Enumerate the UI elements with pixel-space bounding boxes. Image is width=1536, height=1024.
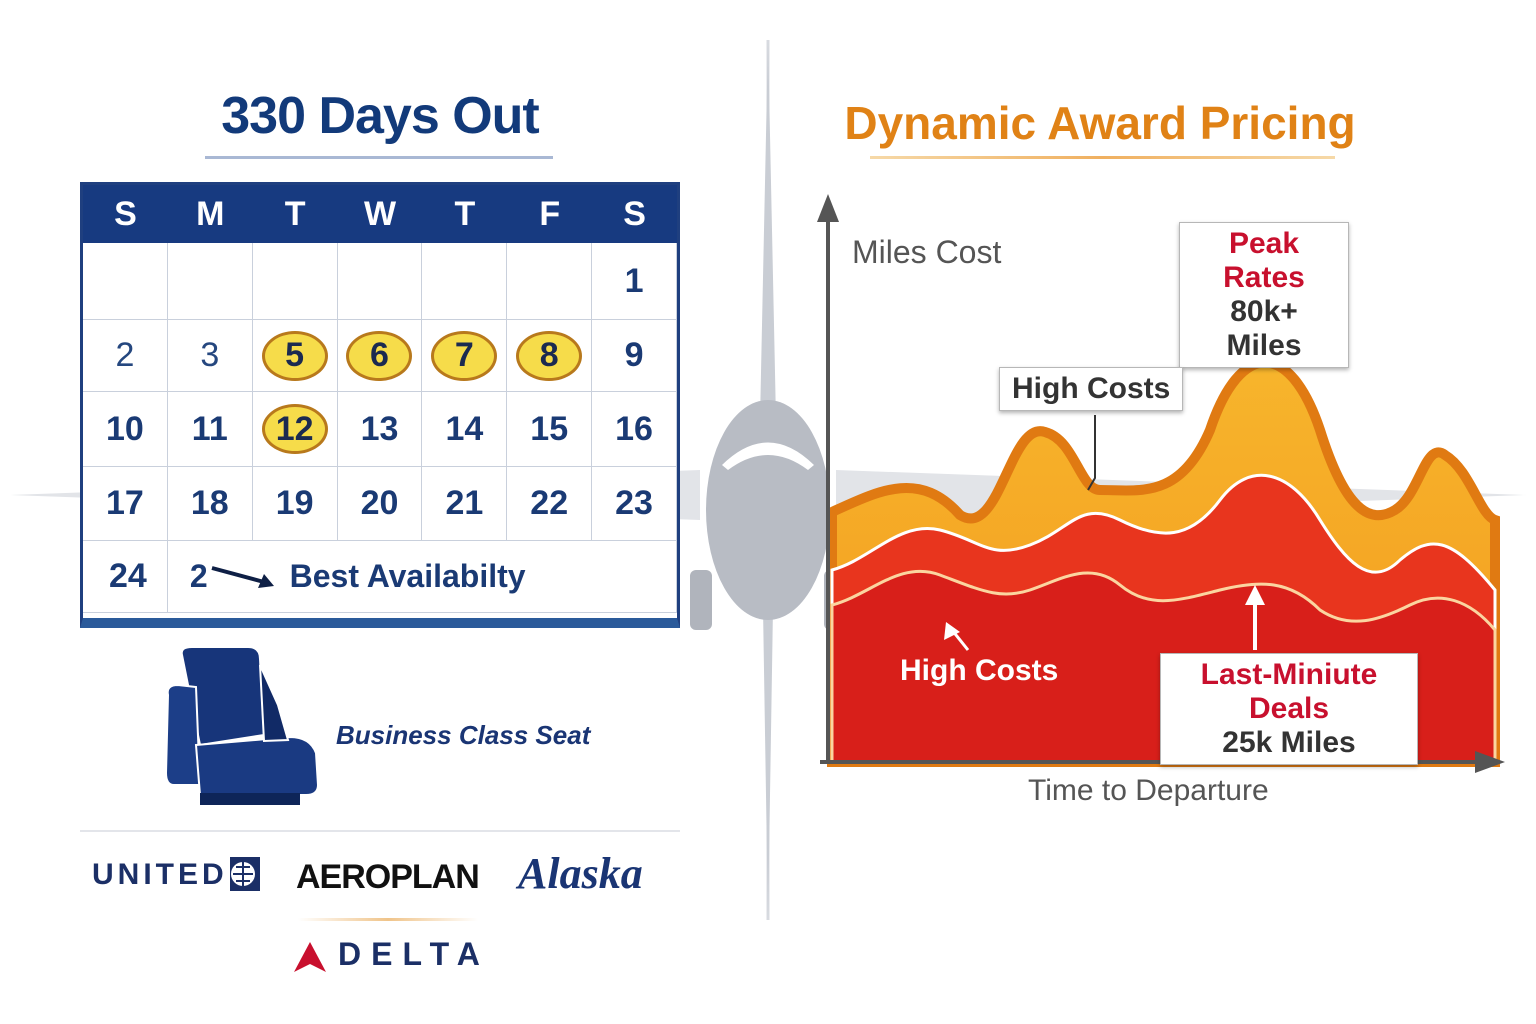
deals-title: Last-Miniute Deals bbox=[1200, 658, 1378, 725]
day-cell bbox=[337, 243, 423, 320]
last-minute-deals-callout: Last-Miniute Deals 25k Miles bbox=[1160, 653, 1418, 765]
peak-rates-value: 80k+ Miles bbox=[1226, 295, 1302, 362]
day-number: 10 bbox=[106, 409, 144, 448]
business-seat-icon bbox=[164, 646, 320, 805]
day-cell[interactable]: 15 bbox=[507, 392, 593, 467]
day-cell bbox=[422, 243, 508, 320]
highlighted-day: 6 bbox=[346, 330, 413, 381]
day-number: 2 bbox=[115, 336, 135, 374]
day-cell bbox=[167, 243, 253, 320]
day-cell[interactable]: 12 bbox=[252, 392, 338, 467]
day-number: 22 bbox=[530, 484, 569, 522]
day-number: 11 bbox=[191, 409, 228, 448]
day-cell[interactable]: 22 bbox=[507, 467, 593, 541]
day-cell[interactable]: 19 bbox=[252, 467, 338, 541]
day-cell[interactable]: 8 bbox=[507, 320, 593, 392]
day-cell bbox=[83, 243, 168, 320]
alaska-logo: Alaska bbox=[518, 849, 643, 898]
day-cell[interactable]: 1 bbox=[592, 243, 677, 320]
aeroplan-logo: AEROPLAN bbox=[296, 858, 480, 896]
weekday: S bbox=[623, 195, 646, 233]
day-number: 18 bbox=[190, 484, 229, 522]
weekday: T bbox=[454, 195, 476, 233]
day-number: 14 bbox=[445, 409, 484, 448]
weekday: M bbox=[196, 195, 225, 233]
day-number: 9 bbox=[624, 336, 644, 374]
day-cell[interactable]: 13 bbox=[337, 392, 423, 467]
weekday: S bbox=[114, 195, 137, 233]
day-cell[interactable]: 14 bbox=[422, 392, 508, 467]
calendar: S M T W T F S 1 2 3 5 6 7 8 9 10 11 12 13 14 15 16 17 18… bbox=[80, 182, 680, 628]
day-cell[interactable]: 9 bbox=[592, 320, 677, 392]
delta-logo: DELTA bbox=[338, 936, 490, 972]
united-logo: UNITED bbox=[92, 858, 228, 891]
high-costs-label-lower: High Costs bbox=[900, 654, 1059, 687]
day-number: 20 bbox=[360, 484, 399, 522]
divider bbox=[80, 830, 680, 832]
calendar-weekday-header: S M T W T F S bbox=[83, 185, 677, 243]
day-cell[interactable]: 24 bbox=[83, 541, 168, 613]
peak-rates-callout: Peak Rates 80k+ Miles bbox=[1179, 222, 1349, 368]
y-axis-label: Miles Cost bbox=[852, 234, 1002, 270]
highlighted-day: 5 bbox=[261, 330, 328, 381]
day-cell[interactable]: 6 bbox=[337, 320, 423, 392]
calendar-grid: 1 2 3 5 6 7 8 9 10 11 12 13 14 15 16 17 18 19 20 21 22 23 24 2… bbox=[83, 243, 677, 613]
delta-widget-icon bbox=[294, 942, 326, 972]
day-cell[interactable]: 16 bbox=[592, 392, 677, 467]
best-availability-label: Best Availabilty bbox=[289, 558, 526, 594]
title-underline bbox=[205, 156, 553, 159]
day-number: 1 bbox=[624, 261, 644, 300]
day-cell[interactable]: 23 bbox=[592, 467, 677, 541]
title-underline bbox=[870, 156, 1335, 159]
weekday: W bbox=[363, 195, 397, 233]
arrow-right-icon bbox=[211, 565, 274, 588]
day-cell[interactable]: 10 bbox=[83, 392, 168, 467]
day-number: 3 bbox=[200, 336, 220, 374]
day-number: 13 bbox=[360, 409, 399, 448]
day-cell[interactable]: 21 bbox=[422, 467, 508, 541]
seat-label: Business Class Seat bbox=[336, 720, 591, 750]
day-cell[interactable]: 17 bbox=[83, 467, 168, 541]
day-cell bbox=[507, 243, 593, 320]
day-cell[interactable]: 5 bbox=[252, 320, 338, 392]
pricing-title: Dynamic Award Pricing bbox=[844, 97, 1356, 149]
calendar-title: 330 Days Out bbox=[221, 87, 540, 145]
weekday: F bbox=[539, 195, 561, 233]
x-axis-arrow-icon bbox=[1475, 751, 1505, 773]
day-cell bbox=[252, 243, 338, 320]
day-cell[interactable]: 3 bbox=[167, 320, 253, 392]
united-globe-icon bbox=[230, 857, 260, 891]
arrow-up-icon bbox=[1245, 585, 1265, 605]
y-axis-arrow-icon bbox=[817, 194, 839, 222]
highlighted-day: 7 bbox=[431, 330, 498, 381]
peak-rates-title: Peak Rates bbox=[1223, 227, 1305, 294]
day-number: 24 bbox=[109, 557, 147, 595]
day-number: 17 bbox=[106, 484, 144, 522]
weekday: T bbox=[284, 195, 306, 233]
highlighted-day: 8 bbox=[516, 330, 583, 381]
day-cell[interactable]: 18 bbox=[167, 467, 253, 541]
day-number: 16 bbox=[615, 409, 653, 448]
day-number: 23 bbox=[615, 484, 653, 522]
day-number: 19 bbox=[275, 484, 314, 522]
deals-value: 25k Miles bbox=[1222, 726, 1356, 759]
day-cell[interactable]: 11 bbox=[167, 392, 253, 467]
high-costs-label: High Costs bbox=[1012, 372, 1171, 405]
day-cell[interactable]: 2 bbox=[83, 320, 168, 392]
high-costs-callout: High Costs bbox=[999, 367, 1184, 411]
day-number: 2 bbox=[189, 558, 208, 594]
day-cell[interactable]: 20 bbox=[337, 467, 423, 541]
day-cell[interactable]: 7 bbox=[422, 320, 508, 392]
best-availability-cell[interactable]: 2 Best Availabilty bbox=[167, 541, 677, 613]
x-axis-label: Time to Departure bbox=[1028, 774, 1269, 807]
highlighted-day: 12 bbox=[261, 404, 328, 454]
arrow-up-icon bbox=[944, 622, 960, 640]
day-number: 15 bbox=[530, 409, 569, 448]
day-number: 21 bbox=[445, 484, 484, 522]
divider bbox=[298, 918, 478, 921]
